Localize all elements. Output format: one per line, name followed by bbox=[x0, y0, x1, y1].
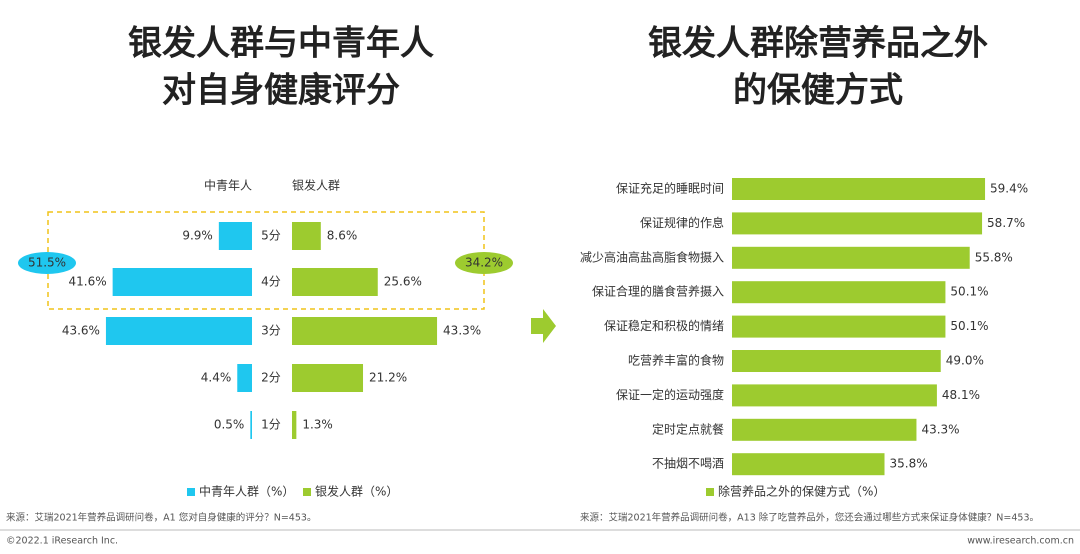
value-label: 8.6% bbox=[327, 229, 358, 243]
value-label: 41.6% bbox=[69, 275, 107, 289]
bar bbox=[732, 315, 946, 338]
legend-label: 除营养品之外的保健方式（%） bbox=[718, 484, 885, 499]
category-label: 吃营养丰富的食物 bbox=[628, 353, 724, 368]
source: 来源：艾瑞2021年营养品调研问卷，A13 除了吃营养品外，您还会通过哪些方式来… bbox=[580, 512, 1039, 524]
value-label: 35.8% bbox=[890, 457, 928, 471]
value-label: 9.9% bbox=[182, 229, 213, 243]
bar bbox=[292, 317, 438, 345]
bar bbox=[112, 268, 252, 296]
column-header: 中青年人 bbox=[204, 178, 252, 193]
value-label: 50.1% bbox=[950, 285, 988, 299]
value-label: 43.3% bbox=[443, 324, 481, 338]
value-label: 0.5% bbox=[214, 418, 245, 432]
legend-label: 中青年人群（%） bbox=[199, 484, 294, 499]
bar bbox=[292, 411, 297, 439]
arrow bbox=[531, 309, 556, 343]
legend-swatch bbox=[187, 488, 195, 496]
annotation: 51.5% bbox=[28, 256, 66, 270]
value-label: 1.3% bbox=[302, 418, 333, 432]
value-label: 48.1% bbox=[942, 388, 980, 402]
value-label: 21.2% bbox=[369, 371, 407, 385]
bar bbox=[218, 222, 252, 250]
source: 来源：艾瑞2021年营养品调研问卷，A1 您对自身健康的评分？N=453。 bbox=[6, 512, 316, 524]
value-label: 58.7% bbox=[987, 216, 1025, 230]
chart-title: 银发人群与中青年人 bbox=[128, 24, 434, 64]
bar bbox=[292, 268, 378, 296]
chart-title: 对自身健康评分 bbox=[162, 71, 400, 111]
value-label: 43.6% bbox=[62, 324, 100, 338]
copyright: ©2022.1 iResearch Inc. bbox=[6, 536, 118, 547]
value-label: 25.6% bbox=[384, 275, 422, 289]
annotation-oval bbox=[455, 252, 513, 274]
column-header: 银发人群 bbox=[292, 178, 340, 193]
category-label: 2分 bbox=[261, 371, 281, 385]
bar bbox=[732, 453, 885, 476]
chart-title: 的保健方式 bbox=[733, 71, 903, 111]
bar bbox=[732, 246, 970, 269]
category-label: 保证一定的运动强度 bbox=[616, 387, 724, 402]
bar bbox=[732, 281, 946, 304]
value-label: 50.1% bbox=[950, 319, 988, 333]
bar bbox=[250, 411, 252, 439]
category-label: 保证充足的睡眠时间 bbox=[616, 181, 724, 196]
legend-swatch bbox=[706, 488, 714, 496]
annotation: 34.2% bbox=[465, 256, 503, 270]
category-label: 不抽烟不喝酒 bbox=[652, 457, 724, 471]
bar bbox=[732, 418, 917, 441]
category-label: 保证合理的膳食营养摄入 bbox=[592, 284, 724, 299]
value-label: 4.4% bbox=[201, 371, 232, 385]
category-label: 减少高油高盐高脂食物摄入 bbox=[580, 249, 724, 264]
category-label: 定时定点就餐 bbox=[652, 421, 724, 436]
bar bbox=[732, 384, 937, 407]
category-label: 3分 bbox=[261, 324, 281, 338]
category-label: 5分 bbox=[261, 229, 281, 243]
category-label: 保证规律的作息 bbox=[640, 215, 724, 230]
legend-label: 银发人群（%） bbox=[315, 484, 398, 499]
value-label: 59.4% bbox=[990, 182, 1028, 196]
bar bbox=[105, 317, 252, 345]
bar bbox=[732, 212, 983, 235]
bar bbox=[292, 364, 364, 392]
category-label: 保证稳定和积极的情绪 bbox=[604, 318, 724, 333]
bar bbox=[292, 222, 321, 250]
bar bbox=[237, 364, 252, 392]
bar bbox=[732, 350, 941, 372]
site: www.iresearch.com.cn bbox=[967, 536, 1074, 547]
legend-swatch bbox=[303, 488, 311, 496]
chart-title: 银发人群除营养品之外 bbox=[648, 24, 988, 64]
annotation-oval bbox=[18, 252, 76, 274]
value-label: 49.0% bbox=[946, 354, 984, 368]
category-label: 1分 bbox=[261, 418, 281, 432]
bar bbox=[732, 178, 986, 200]
value-label: 55.8% bbox=[975, 250, 1013, 264]
value-label: 43.3% bbox=[921, 422, 959, 436]
category-label: 4分 bbox=[261, 275, 281, 289]
